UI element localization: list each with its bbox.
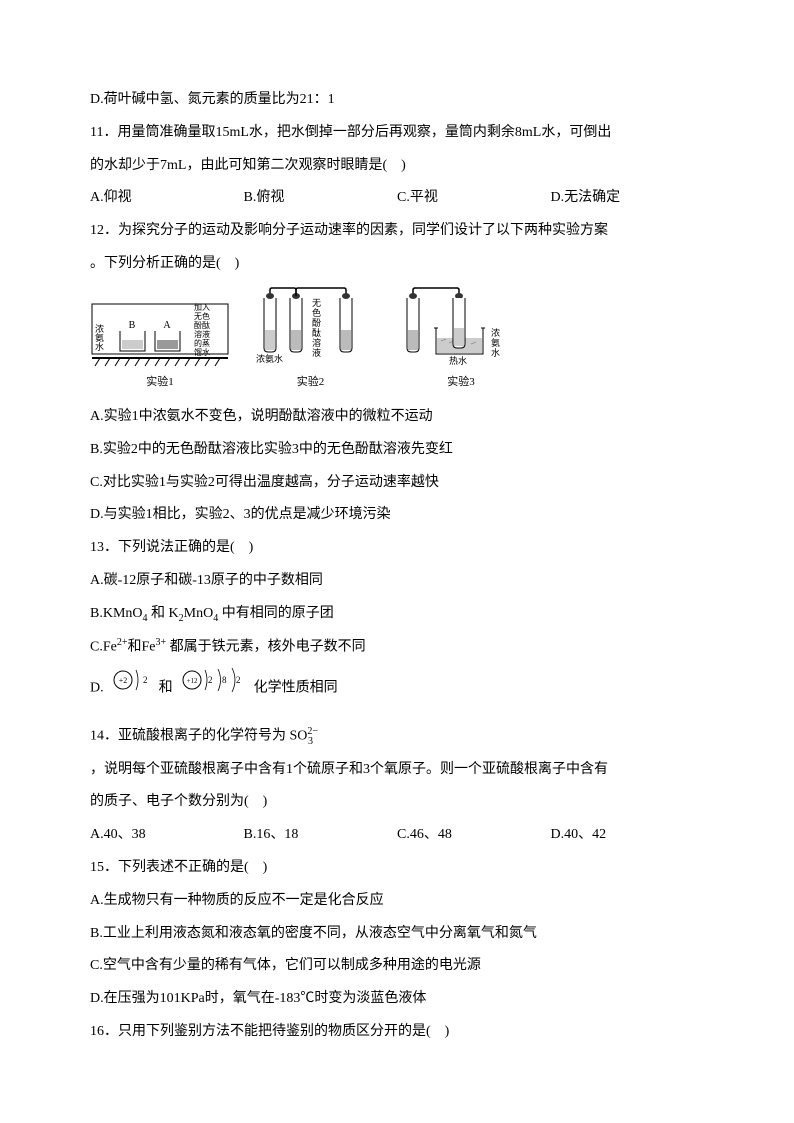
svg-text:热水: 热水 xyxy=(449,355,467,366)
q12-stem-line2: 。下列分析正确的是( ) xyxy=(90,249,704,280)
q13-option-a: A.碳-12原子和碳-13原子的中子数相同 xyxy=(90,566,704,597)
q11-option-c: C.平视 xyxy=(397,183,551,214)
svg-text:8: 8 xyxy=(222,675,227,685)
q14-stem-line2: ，说明每个亚硫酸根离子中含有1个硫原子和3个氧原子。则一个亚硫酸根离子中含有 xyxy=(90,755,704,786)
svg-text:B: B xyxy=(129,320,136,331)
svg-text:+2: +2 xyxy=(119,676,128,685)
exp3-label: 实验3 xyxy=(447,370,475,394)
experiment-2-svg: 浓氨水 无 色 酚 酞 溶 液 xyxy=(248,286,373,368)
experiment-1: B A 浓氨水 加入 无色 酚酞 溶液 的蒸 馏水 实验1 xyxy=(90,296,230,394)
svg-text:+12: +12 xyxy=(187,677,198,685)
svg-text:酚: 酚 xyxy=(312,318,321,328)
svg-text:馏水: 馏水 xyxy=(194,347,210,357)
q13-option-c: C.Fe2+和Fe3+ 都属于铁元素，核外电子数不同 xyxy=(90,632,704,663)
q11-option-b: B.俯视 xyxy=(244,183,398,214)
svg-text:A: A xyxy=(163,320,171,331)
svg-text:2: 2 xyxy=(143,675,148,685)
svg-text:无色: 无色 xyxy=(194,311,210,321)
exp2-label: 实验2 xyxy=(297,370,325,394)
q14-option-d: D.40、42 xyxy=(551,820,705,851)
q14-stem-line3: 的质子、电子个数分别为( ) xyxy=(90,787,704,818)
q11-options: A.仰视 B.俯视 C.平视 D.无法确定 xyxy=(90,183,704,214)
q14-stem-line1: 14．亚硫酸根离子的化学符号为 SO2−3 xyxy=(90,721,704,752)
q11-option-a: A.仰视 xyxy=(90,183,244,214)
q15-option-b: B.工业上利用液态氮和液态氧的密度不同，从液态空气中分离氧气和氮气 xyxy=(90,919,704,950)
svg-text:2: 2 xyxy=(236,675,241,685)
svg-text:水: 水 xyxy=(491,347,500,358)
q13-option-b: B.KMnO4 和 K2MnO4 中有相同的原子团 xyxy=(90,599,704,630)
q12-stem-line1: 12．为探究分子的运动及影响分子运动速率的因素，同学们设计了以下两种实验方案 xyxy=(90,216,704,247)
svg-text:溶液: 溶液 xyxy=(194,329,210,339)
q12-option-c: C.对比实验1与实验2可得出温度越高，分子运动速率越快 xyxy=(90,468,704,499)
q14-option-a: A.40、38 xyxy=(90,820,244,851)
q15-stem: 15．下列表述不正确的是( ) xyxy=(90,853,704,884)
svg-text:酞: 酞 xyxy=(312,327,321,338)
q12-option-a: A.实验1中浓氨水不变色，说明酚酞溶液中的微粒不运动 xyxy=(90,402,704,433)
exp1-label: 实验1 xyxy=(146,370,174,394)
svg-text:浓: 浓 xyxy=(491,328,500,338)
q10-option-d: D.荷叶碱中氢、氮元素的质量比为21：1 xyxy=(90,85,704,116)
q13-stem: 13．下列说法正确的是( ) xyxy=(90,533,704,564)
q12-option-d: D.与实验1相比，实验2、3的优点是减少环境污染 xyxy=(90,500,704,531)
q14-options: A.40、38 B.16、18 C.46、48 D.40、42 xyxy=(90,820,704,851)
svg-text:氨: 氨 xyxy=(491,337,500,348)
svg-text:色: 色 xyxy=(312,307,321,318)
q12-diagram: B A 浓氨水 加入 无色 酚酞 溶液 的蒸 馏水 实验1 浓氨水 无 色 酚 xyxy=(90,286,704,394)
q13-option-d: D. +2 2 和 +12 2 8 2 化学性质相同 xyxy=(90,665,704,711)
svg-text:酚酞: 酚酞 xyxy=(194,320,210,330)
svg-text:加入: 加入 xyxy=(194,302,210,312)
svg-text:无: 无 xyxy=(312,298,321,308)
q14-option-c: C.46、48 xyxy=(397,820,551,851)
experiment-3-svg: 热水 浓 氨 水 xyxy=(391,286,531,368)
svg-text:浓氨水: 浓氨水 xyxy=(94,324,104,351)
q12-option-b: B.实验2中的无色酚酞溶液比实验3中的无色酚酞溶液先变红 xyxy=(90,435,704,466)
q11-option-d: D.无法确定 xyxy=(551,183,705,214)
atom-diagram-1: +2 2 xyxy=(109,665,153,711)
experiment-3: 热水 浓 氨 水 实验3 xyxy=(391,286,531,394)
q15-option-d: D.在压强为101KPa时，氧气在-183℃时变为淡蓝色液体 xyxy=(90,984,704,1015)
atom-diagram-2: +12 2 8 2 xyxy=(178,665,248,711)
q11-stem-line1: 11．用量筒准确量取15mL水，把水倒掉一部分后再观察，量筒内剩余8mL水，可倒… xyxy=(90,118,704,149)
svg-text:2: 2 xyxy=(208,675,213,685)
q15-option-a: A.生成物只有一种物质的反应不一定是化合反应 xyxy=(90,886,704,917)
q16-stem: 16．只用下列鉴别方法不能把待鉴别的物质区分开的是( ) xyxy=(90,1017,704,1048)
q15-option-c: C.空气中含有少量的稀有气体，它们可以制成多种用途的电光源 xyxy=(90,951,704,982)
q11-stem-line2: 的水却少于7mL，由此可知第二次观察时眼睛是( ) xyxy=(90,151,704,182)
svg-text:浓氨水: 浓氨水 xyxy=(256,353,283,364)
svg-text:液: 液 xyxy=(312,347,321,358)
experiment-1-svg: B A 浓氨水 加入 无色 酚酞 溶液 的蒸 馏水 xyxy=(90,296,230,368)
svg-text:的蒸: 的蒸 xyxy=(194,338,210,348)
q14-option-b: B.16、18 xyxy=(244,820,398,851)
experiment-2: 浓氨水 无 色 酚 酞 溶 液 实验2 xyxy=(248,286,373,394)
svg-text:溶: 溶 xyxy=(312,337,321,348)
